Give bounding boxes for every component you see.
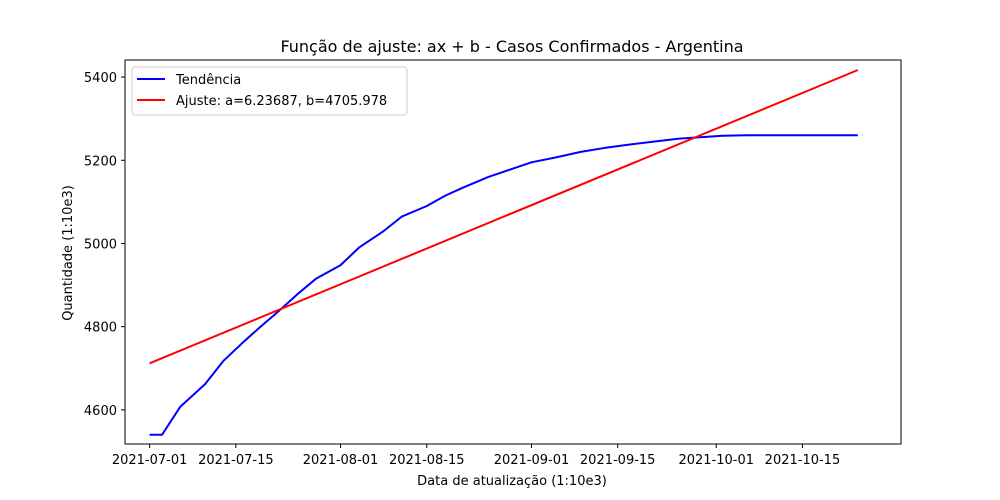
x-tick-label: 2021-10-01: [678, 453, 754, 468]
y-axis-label: Quantidade (1:10e3): [61, 185, 76, 321]
series-line-fit: [149, 69, 859, 365]
x-axis: 2021-07-01 2021-07-15 2021-08-01 2021-08-15…: [112, 444, 840, 468]
legend-label-fit: Ajuste: a=6.23687, b=4705.978: [176, 94, 387, 109]
x-tick-label: 2021-10-15: [765, 453, 841, 468]
x-tick-label: 2021-08-01: [303, 453, 379, 468]
y-tick-label: 4800: [84, 321, 117, 336]
series-layer: [149, 69, 859, 436]
legend-label-trend: Tendência: [175, 73, 241, 88]
y-tick-label: 5000: [84, 237, 117, 252]
x-tick-label: 2021-09-01: [494, 453, 570, 468]
series-line-trend: [149, 134, 858, 436]
y-tick-label: 5400: [84, 71, 117, 86]
chart-title: Função de ajuste: ax + b - Casos Confirm…: [280, 37, 743, 56]
x-tick-label: 2021-08-15: [389, 453, 465, 468]
x-tick-label: 2021-07-01: [112, 453, 188, 468]
legend: Tendência Ajuste: a=6.23687, b=4705.978: [131, 66, 408, 116]
y-axis: 4600 4800 5000 5200 5400: [84, 71, 125, 419]
x-tick-label: 2021-07-15: [198, 453, 274, 468]
x-tick-label: 2021-09-15: [580, 453, 656, 468]
x-axis-label: Data de atualização (1:10e3): [417, 474, 607, 489]
y-tick-label: 5200: [84, 154, 117, 169]
y-tick-label: 4600: [84, 404, 117, 419]
legend-box: [131, 66, 408, 116]
plot-area: [124, 59, 902, 445]
